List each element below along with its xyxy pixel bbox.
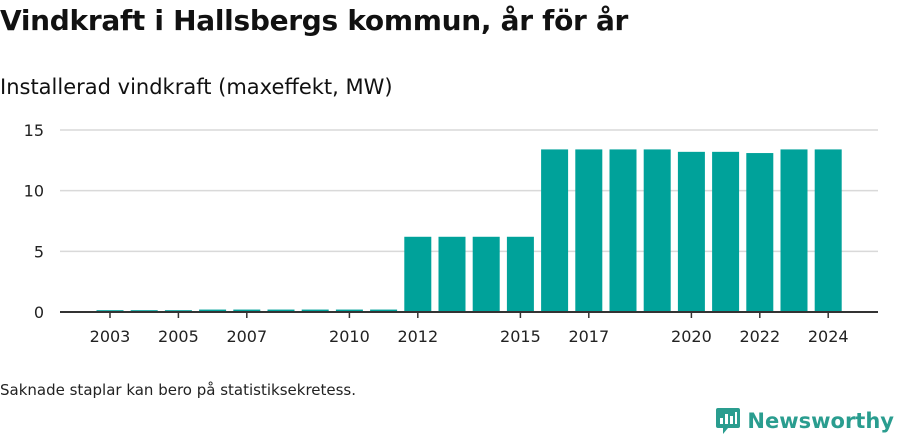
bar-2021 xyxy=(712,151,740,312)
bar-2015 xyxy=(506,236,534,312)
y-tick-label: 0 xyxy=(34,303,44,322)
x-tick-label: 2024 xyxy=(808,327,849,346)
bar-2022 xyxy=(746,153,774,312)
bar-2011 xyxy=(370,309,398,312)
x-tick-label: 2015 xyxy=(500,327,541,346)
bar-2007 xyxy=(233,309,261,312)
bar-2020 xyxy=(677,151,705,312)
bar-2008 xyxy=(267,309,295,312)
y-tick-label: 15 xyxy=(24,121,44,140)
bar-2024 xyxy=(814,149,842,312)
y-tick-label: 10 xyxy=(24,182,44,201)
bar-2016 xyxy=(541,149,569,312)
x-tick-label: 2012 xyxy=(397,327,438,346)
bar-2014 xyxy=(472,236,500,312)
x-tick-label: 2007 xyxy=(226,327,267,346)
chart-subtitle: Installerad vindkraft (maxeffekt, MW) xyxy=(0,75,393,99)
x-tick-label: 2003 xyxy=(90,327,131,346)
x-tick-label: 2010 xyxy=(329,327,370,346)
bar-2013 xyxy=(438,236,466,312)
bar-2010 xyxy=(335,309,363,312)
x-tick-label: 2022 xyxy=(739,327,780,346)
y-tick-label: 5 xyxy=(34,242,44,261)
bar-2009 xyxy=(301,309,329,312)
brand-name: Newsworthy xyxy=(747,409,894,433)
x-tick-label: 2005 xyxy=(158,327,199,346)
chart-title: Vindkraft i Hallsbergs kommun, år för år xyxy=(0,4,629,37)
bar-2017 xyxy=(575,149,603,312)
x-tick-label: 2020 xyxy=(671,327,712,346)
gridlines xyxy=(60,129,878,253)
bar-chart: 0 5 10 15 2003 2005 2007 2010 2012 2015 2017 2020 20… xyxy=(24,121,878,346)
bars xyxy=(96,149,842,312)
axes: 0 5 10 15 2003 2005 2007 2010 2012 2015 2017 2020 20… xyxy=(24,121,878,346)
bar-2006 xyxy=(199,309,227,312)
brand-logo: Newsworthy xyxy=(715,406,894,436)
footnote: Saknade staplar kan bero på statistiksek… xyxy=(0,381,357,399)
x-tick-label: 2017 xyxy=(568,327,609,346)
bar-2019 xyxy=(643,149,671,312)
newsworthy-logo-icon xyxy=(716,408,741,434)
bar-2018 xyxy=(609,149,637,312)
bar-2023 xyxy=(780,149,808,312)
bar-2012 xyxy=(404,236,432,312)
